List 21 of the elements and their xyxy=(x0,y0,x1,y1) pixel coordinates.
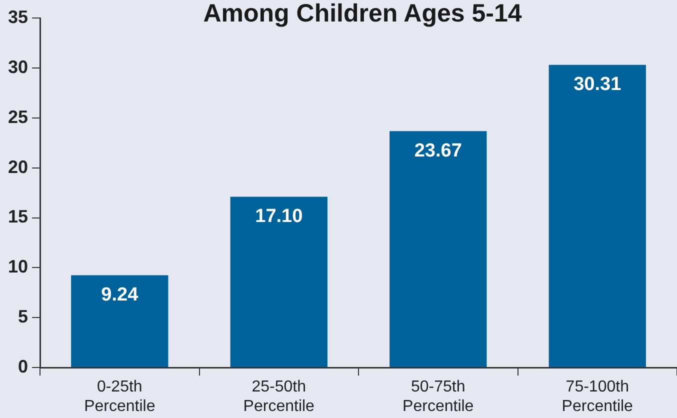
x-tick-label: 50-75th Percentile xyxy=(402,378,474,415)
bar xyxy=(71,275,168,368)
bar xyxy=(230,196,328,368)
y-tick-label: 20 xyxy=(8,156,28,177)
data-label: 23.67 xyxy=(414,140,462,162)
bar xyxy=(390,131,487,368)
y-tick-label: 30 xyxy=(8,56,28,77)
data-label: 9.24 xyxy=(101,284,139,306)
data-label: 17.10 xyxy=(255,206,303,228)
bar xyxy=(548,64,646,368)
y-tick-label: 25 xyxy=(8,106,28,127)
y-tick-label: 10 xyxy=(8,256,28,277)
chart-title: Among Children Ages 5-14 xyxy=(203,0,522,28)
data-label: 30.31 xyxy=(574,74,622,96)
x-tick-label: 75-100th Percentile xyxy=(562,378,634,415)
y-tick-label: 5 xyxy=(18,306,28,327)
y-tick-label: 0 xyxy=(18,356,28,377)
x-tick-label: 0-25th Percentile xyxy=(84,378,156,415)
y-tick-label: 15 xyxy=(8,206,28,227)
y-tick-label: 35 xyxy=(8,6,28,27)
x-tick-label: 25-50th Percentile xyxy=(243,378,315,415)
